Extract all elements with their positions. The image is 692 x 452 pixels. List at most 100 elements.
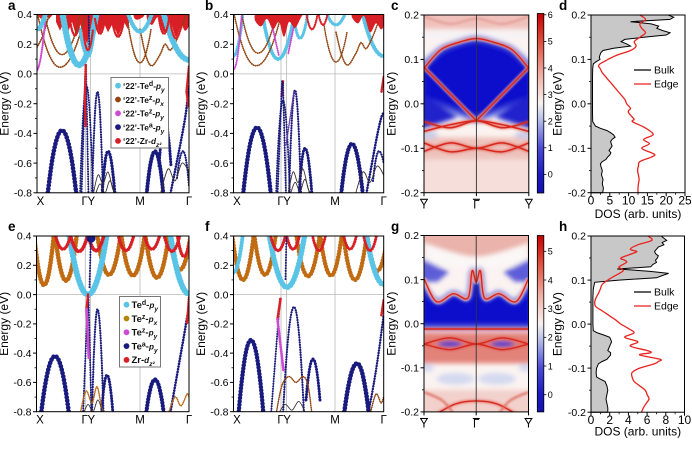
svg-text:0.0: 0.0 [214, 69, 229, 81]
svg-text:-0.8: -0.8 [13, 406, 31, 418]
svg-text:0.1: 0.1 [571, 54, 586, 66]
svg-text:0.2: 0.2 [17, 39, 32, 51]
svg-text:-0.1: -0.1 [401, 363, 419, 375]
svg-text:Γ: Γ [277, 415, 284, 427]
svg-text:M: M [135, 196, 145, 208]
svg-text:Ted-py: Ted-py [132, 300, 159, 313]
svg-text:-0.8: -0.8 [14, 188, 32, 200]
svg-text:Y: Y [87, 415, 95, 427]
svg-text:-0.2: -0.2 [14, 98, 32, 110]
svg-text:10: 10 [622, 194, 636, 208]
svg-text:-0.1: -0.1 [401, 143, 419, 155]
svg-text:Γ: Γ [82, 415, 89, 427]
svg-text:5: 5 [606, 194, 613, 208]
svg-text:0.2: 0.2 [404, 230, 419, 242]
svg-text:‘22’-Zr-dz²: ‘22’-Zr-dz² [123, 136, 162, 149]
svg-text:-0.2: -0.2 [210, 319, 228, 331]
svg-text:M: M [330, 415, 340, 427]
svg-text:6: 6 [644, 413, 651, 427]
svg-text:0.2: 0.2 [571, 231, 586, 243]
svg-text:6: 6 [548, 10, 553, 20]
svg-text:-0.2: -0.2 [210, 98, 228, 110]
svg-text:0.0: 0.0 [404, 318, 419, 330]
svg-text:Y: Y [525, 200, 533, 212]
svg-text:0.0: 0.0 [571, 319, 586, 331]
svg-text:Γ: Γ [473, 419, 480, 431]
svg-text:0.0: 0.0 [17, 69, 32, 81]
svg-text:Edge: Edge [654, 79, 679, 91]
svg-text:Y: Y [420, 200, 428, 212]
svg-text:X: X [233, 196, 241, 208]
svg-text:2: 2 [606, 413, 613, 427]
svg-text:M: M [330, 196, 340, 208]
svg-text:Γ: Γ [473, 200, 480, 212]
svg-text:-0.1: -0.1 [568, 363, 586, 375]
svg-text:Γ: Γ [186, 415, 193, 427]
svg-text:Energy (eV): Energy (eV) [551, 72, 565, 136]
svg-text:0: 0 [588, 413, 595, 427]
svg-text:0.4: 0.4 [17, 231, 32, 243]
svg-text:-0.2: -0.2 [401, 187, 419, 199]
svg-text:0.1: 0.1 [571, 275, 586, 287]
svg-text:‘22’-Tez-px: ‘22’-Tez-px [123, 95, 164, 108]
svg-text:X: X [37, 196, 45, 208]
svg-text:8: 8 [662, 413, 669, 427]
svg-text:Tez-py: Tez-py [132, 327, 158, 340]
svg-text:0.4: 0.4 [214, 9, 229, 21]
svg-text:10: 10 [678, 413, 692, 427]
svg-text:Γ: Γ [381, 196, 388, 208]
svg-text:0.2: 0.2 [571, 10, 586, 22]
svg-text:e: e [8, 219, 16, 234]
svg-text:Γ: Γ [381, 415, 388, 427]
svg-text:5: 5 [548, 37, 553, 47]
svg-text:Bulk: Bulk [654, 65, 675, 77]
svg-text:Y: Y [87, 196, 95, 208]
svg-text:4: 4 [548, 63, 553, 73]
svg-text:3: 3 [548, 304, 553, 314]
svg-text:20: 20 [660, 194, 674, 208]
svg-text:0.2: 0.2 [17, 260, 32, 272]
svg-text:Y: Y [283, 196, 291, 208]
svg-text:0: 0 [588, 194, 595, 208]
svg-text:-0.2: -0.2 [568, 407, 586, 419]
svg-text:0: 0 [548, 170, 553, 180]
svg-text:0.0: 0.0 [17, 289, 32, 301]
svg-text:-0.4: -0.4 [210, 128, 228, 140]
svg-text:c: c [391, 0, 399, 13]
svg-text:-0.4: -0.4 [210, 348, 228, 360]
svg-text:Tez-px: Tez-px [132, 314, 158, 327]
svg-text:f: f [205, 219, 210, 234]
svg-text:Energy (eV): Energy (eV) [194, 72, 208, 136]
svg-text:0: 0 [548, 390, 553, 400]
svg-text:h: h [559, 219, 567, 234]
svg-text:0.1: 0.1 [404, 54, 419, 66]
svg-text:1: 1 [548, 143, 553, 153]
svg-text:0.2: 0.2 [404, 10, 419, 22]
svg-text:‘22’-Ted-py: ‘22’-Ted-py [123, 81, 165, 94]
svg-text:4: 4 [548, 275, 553, 285]
svg-text:Energy (eV): Energy (eV) [0, 72, 12, 136]
svg-text:M: M [135, 415, 145, 427]
svg-text:-0.4: -0.4 [13, 348, 31, 360]
svg-text:-0.6: -0.6 [13, 377, 31, 389]
svg-text:a: a [8, 0, 16, 13]
svg-text:0.0: 0.0 [404, 99, 419, 111]
svg-text:3: 3 [548, 90, 553, 100]
svg-text:-0.8: -0.8 [210, 406, 228, 418]
svg-text:d: d [559, 0, 567, 13]
svg-text:Energy (eV): Energy (eV) [551, 292, 565, 356]
svg-text:Y: Y [283, 415, 291, 427]
svg-text:g: g [391, 219, 399, 234]
svg-text:0.0: 0.0 [571, 99, 586, 111]
svg-text:X: X [36, 415, 44, 427]
svg-text:X: X [233, 415, 241, 427]
svg-text:-0.8: -0.8 [210, 188, 228, 200]
svg-text:Γ: Γ [82, 196, 89, 208]
svg-text:-0.6: -0.6 [210, 158, 228, 170]
svg-text:Energy (eV): Energy (eV) [194, 292, 208, 356]
svg-text:Edge: Edge [654, 301, 679, 313]
svg-text:4: 4 [625, 413, 632, 427]
svg-text:Bulk: Bulk [654, 287, 675, 299]
svg-text:2: 2 [548, 333, 553, 343]
svg-text:0.4: 0.4 [214, 231, 229, 243]
